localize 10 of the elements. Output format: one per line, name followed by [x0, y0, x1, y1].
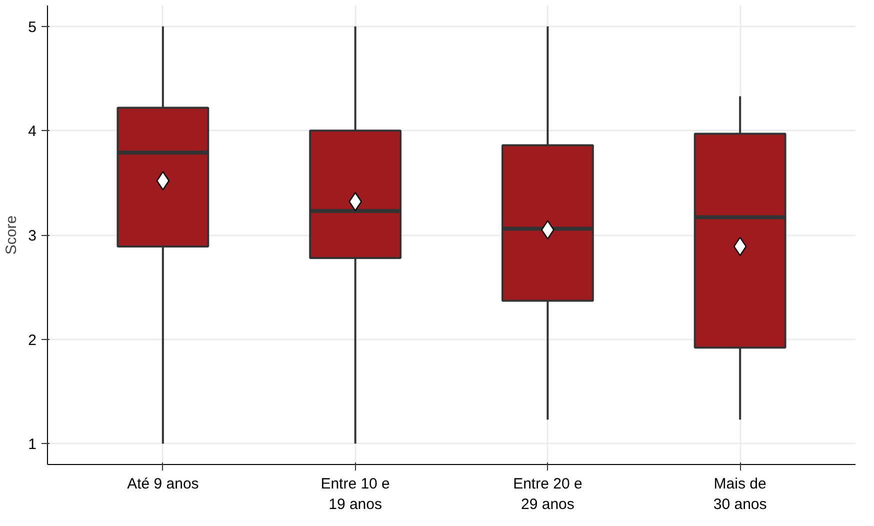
x-tick-label: Entre 20 e 29 anos: [513, 476, 582, 513]
y-tick-label: 2: [28, 332, 36, 349]
y-tick-label: 3: [28, 228, 36, 244]
x-tick-label: Mais de 30 anos: [713, 476, 767, 513]
y-tick-label: 1: [28, 436, 36, 454]
y-tick-label: 5: [28, 18, 36, 36]
y-tick-label: 4: [28, 123, 36, 140]
y-axis-title: Score: [3, 215, 20, 255]
x-tick-label: Até 9 anos: [127, 476, 199, 492]
x-tick-label: Entre 10 e 19 anos: [320, 476, 390, 513]
